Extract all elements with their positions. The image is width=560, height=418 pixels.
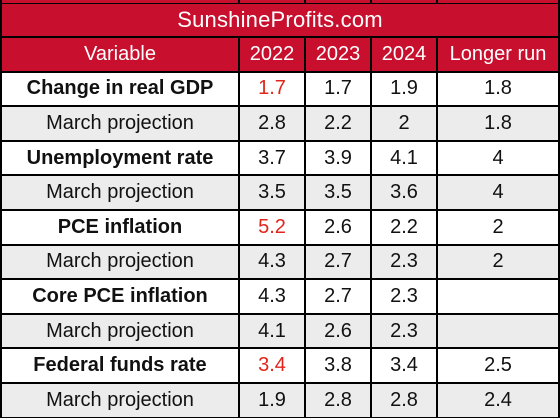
column-header-2024: 2024 <box>372 38 436 71</box>
brand-title: SunshineProfits.com <box>2 4 558 36</box>
row-label-march-projection: March projection <box>2 245 238 279</box>
table-cell: 2.2 <box>372 210 436 244</box>
table-cell: 3.7 <box>240 141 304 175</box>
column-header-2023: 2023 <box>306 38 370 71</box>
table-cell: 4.3 <box>240 245 304 279</box>
table-grid: Variable 2022 2023 2024 Longer run Chang… <box>2 38 558 417</box>
table-cell: 4.1 <box>240 314 304 348</box>
row-label-variable: Federal funds rate <box>2 349 238 382</box>
table-cell: 2.6 <box>306 314 370 348</box>
row-label-march-projection: March projection <box>2 314 238 348</box>
column-header-variable: Variable <box>2 38 238 71</box>
row-label-march-projection: March projection <box>2 107 238 140</box>
table-cell: 1.8 <box>438 72 558 106</box>
top-strip-cell <box>240 0 304 3</box>
table-cell: 2.8 <box>372 383 436 417</box>
table-cell: 4.3 <box>240 280 304 313</box>
table-cell: 4.1 <box>372 141 436 175</box>
table-cell: 2.3 <box>372 314 436 348</box>
column-header-2022: 2022 <box>240 38 304 71</box>
table-cell: 2 <box>438 210 558 244</box>
table-cell: 2.3 <box>372 245 436 279</box>
table-cell: 3.6 <box>372 176 436 209</box>
top-strip-cell <box>438 0 558 3</box>
column-header-longer-run: Longer run <box>438 38 558 71</box>
table-cell <box>438 280 558 313</box>
table-cell: 3.4 <box>240 349 304 382</box>
table-cell: 2 <box>372 107 436 140</box>
table-cell: 2.6 <box>306 210 370 244</box>
row-label-variable: Core PCE inflation <box>2 280 238 313</box>
table-cell: 1.9 <box>372 72 436 106</box>
table-cell: 4 <box>438 176 558 209</box>
table-cell: 2.7 <box>306 245 370 279</box>
row-label-variable: Unemployment rate <box>2 141 238 175</box>
table-cell: 2.3 <box>372 280 436 313</box>
table-cell: 3.9 <box>306 141 370 175</box>
table-cell: 1.7 <box>306 72 370 106</box>
top-strip-cell <box>2 0 238 3</box>
table-cell: 3.8 <box>306 349 370 382</box>
top-strip-cell <box>306 0 370 3</box>
table-cell: 3.4 <box>372 349 436 382</box>
table-cell: 2.2 <box>306 107 370 140</box>
table-cell: 1.7 <box>240 72 304 106</box>
row-label-march-projection: March projection <box>2 383 238 417</box>
table-cell: 2.5 <box>438 349 558 382</box>
table-cell: 1.8 <box>438 107 558 140</box>
table-cell: 1.9 <box>240 383 304 417</box>
table-cell: 5.2 <box>240 210 304 244</box>
table-cell: 3.5 <box>240 176 304 209</box>
top-strip <box>0 0 560 5</box>
table-cell: 2.8 <box>240 107 304 140</box>
row-label-variable: PCE inflation <box>2 210 238 244</box>
table-cell: 2.7 <box>306 280 370 313</box>
table-cell: 2.4 <box>438 383 558 417</box>
row-label-variable: Change in real GDP <box>2 72 238 106</box>
table-cell: 2.8 <box>306 383 370 417</box>
top-strip-cell <box>372 0 436 3</box>
table-cell: 3.5 <box>306 176 370 209</box>
table-cell: 4 <box>438 141 558 175</box>
table-cell <box>438 314 558 348</box>
row-label-march-projection: March projection <box>2 176 238 209</box>
table-cell: 2 <box>438 245 558 279</box>
